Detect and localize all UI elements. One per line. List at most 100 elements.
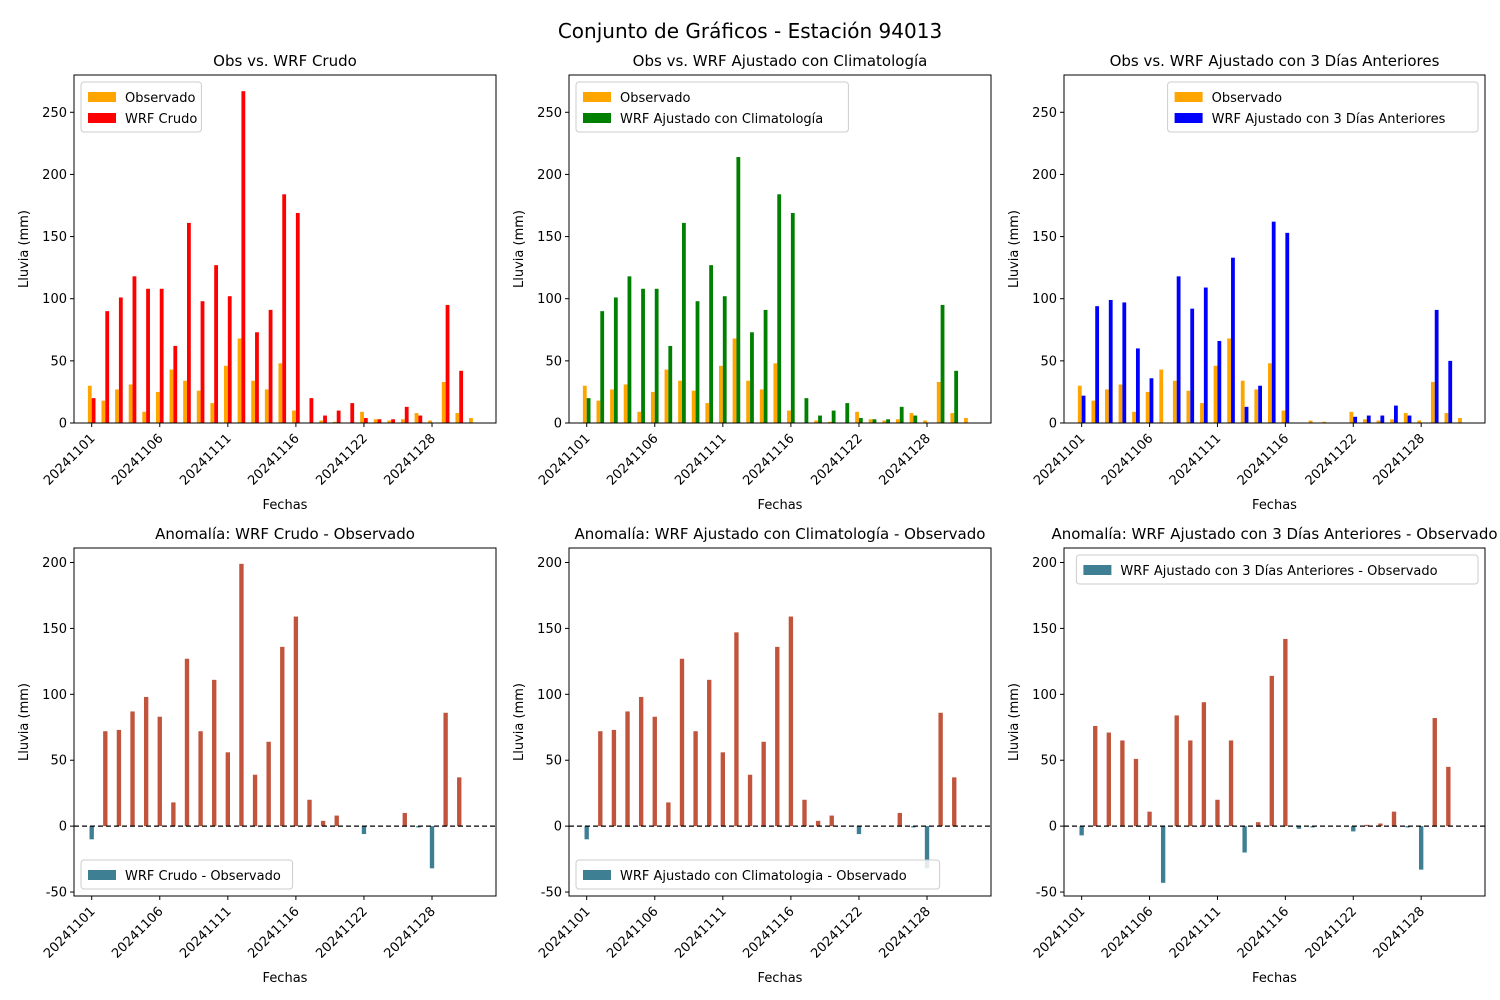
anomaly-bar-15 <box>775 646 780 827</box>
bar-wrf-28 <box>1448 360 1453 423</box>
x-tick-label: 20241116 <box>245 431 302 488</box>
y-tick-label: 0 <box>1049 417 1057 432</box>
legend: WRF Ajustado con Climatologia - Observad… <box>575 859 941 890</box>
x-tick-label: 20241122 <box>313 431 370 488</box>
y-tick-label: -50 <box>46 886 67 901</box>
anomaly-bar-11 <box>720 752 726 827</box>
y-axis-label: Lluvia (mm) <box>512 210 527 288</box>
anomaly-bar-8 <box>679 658 685 827</box>
anomaly-bar-18 <box>1310 826 1315 828</box>
y-tick-label: 50 <box>50 354 67 369</box>
bar-wrf-13 <box>1244 406 1249 423</box>
y-tick-label: 50 <box>1040 754 1057 769</box>
x-tick-label: 20241101 <box>41 431 98 488</box>
bar-wrf-10 <box>1203 287 1208 423</box>
legend-label: WRF Ajustado con Climatologia - Observad… <box>620 869 907 884</box>
bar-wrf-24 <box>1394 405 1398 423</box>
legend-box <box>575 81 849 133</box>
y-tick-label: 150 <box>537 230 562 245</box>
anomaly-bar-24 <box>1391 811 1397 827</box>
x-tick-label: 20241111 <box>1167 431 1224 488</box>
bar-wrf-2 <box>105 311 110 423</box>
y-tick-label: 100 <box>42 688 67 703</box>
bar-observado-16 <box>787 410 791 423</box>
y-tick-label: 200 <box>42 168 67 183</box>
x-tick-label: 20241122 <box>808 904 865 961</box>
bar-observado-24 <box>1390 419 1395 423</box>
anomaly-bar-11 <box>225 752 231 827</box>
x-tick-label: 20241106 <box>604 431 661 488</box>
anomaly-bar-4 <box>625 711 630 827</box>
anomaly-bar-15 <box>1269 675 1274 827</box>
legend-swatch <box>1174 92 1203 102</box>
y-tick-label: 50 <box>545 354 562 369</box>
legend-swatch <box>88 92 116 102</box>
y-tick-label: -50 <box>541 886 562 901</box>
bar-observado-13 <box>1240 380 1245 423</box>
bar-observado-25 <box>1403 413 1408 423</box>
bar-observado-26 <box>428 420 433 423</box>
y-tick-label: 100 <box>1032 688 1057 703</box>
bar-observado-22 <box>373 419 378 423</box>
bar-observado-16 <box>1281 410 1286 423</box>
y-axis-label: Lluvia (mm) <box>17 210 32 288</box>
anomaly-bar-6 <box>652 716 657 827</box>
anomaly-bar-1 <box>89 826 94 840</box>
y-tick-label: 200 <box>537 556 562 571</box>
x-axis-label: Fechas <box>263 971 308 986</box>
legend-label: WRF Ajustado con 3 Días Anteriores <box>1212 112 1446 127</box>
bar-observado-3 <box>610 389 614 423</box>
bars-group <box>582 157 968 423</box>
legend-swatch <box>583 92 611 102</box>
y-tick-label: 200 <box>537 168 562 183</box>
bar-wrf-18 <box>818 415 822 423</box>
bar-observado-6 <box>1145 391 1150 423</box>
anomaly-bar-23 <box>1378 823 1383 827</box>
chart-panel-2: Obs vs. WRF Ajustado con Climatología 0 50… <box>512 52 992 513</box>
bar-wrf-11 <box>227 296 232 423</box>
bar-wrf-6 <box>654 288 659 423</box>
anomaly-bar-12 <box>239 563 244 827</box>
bar-wrf-15 <box>777 194 782 423</box>
axes-frame <box>73 547 497 897</box>
x-axis-label: Fechas <box>263 498 308 513</box>
bar-wrf-12 <box>736 157 741 423</box>
bar-wrf-10 <box>214 265 219 423</box>
anomaly-bar-9 <box>693 731 698 827</box>
x-tick-label: 20241116 <box>1235 431 1292 488</box>
x-tick-label: 20241122 <box>1303 904 1360 961</box>
bar-wrf-24 <box>404 406 409 423</box>
bar-observado-11 <box>1213 365 1218 423</box>
bar-observado-28 <box>950 413 955 423</box>
bar-observado-22 <box>868 419 873 423</box>
bar-wrf-14 <box>1258 385 1263 423</box>
y-axis-label: Lluvia (mm) <box>17 683 32 761</box>
bar-observado-15 <box>278 363 283 423</box>
anomaly-bar-13 <box>1242 826 1247 853</box>
anomaly-bar-25 <box>911 826 916 828</box>
bar-wrf-8 <box>186 222 191 423</box>
x-tick-label: 20241122 <box>1303 431 1360 488</box>
bar-observado-13 <box>746 380 751 423</box>
bar-wrf-2 <box>1095 306 1100 423</box>
y-tick-label: 0 <box>1049 820 1057 835</box>
bar-wrf-4 <box>132 276 137 423</box>
anomaly-bar-22 <box>1364 824 1370 827</box>
x-tick-label: 20241101 <box>536 904 593 961</box>
y-axis-label: Lluvia (mm) <box>1007 683 1022 761</box>
bar-observado-5 <box>1132 411 1136 423</box>
panel-title: Obs vs. WRF Crudo <box>213 52 357 70</box>
y-tick-label: 200 <box>1032 168 1057 183</box>
bar-wrf-2 <box>600 311 605 423</box>
chart-panel-6: Anomalía: WRF Ajustado con 3 Días Anteri… <box>1007 525 1498 986</box>
axes-frame <box>1063 547 1486 897</box>
bar-observado-5 <box>142 411 147 423</box>
anomaly-bar-15 <box>280 646 285 827</box>
bar-observado-9 <box>691 390 696 423</box>
x-axis-label: Fechas <box>758 498 803 513</box>
bar-wrf-21 <box>1353 416 1358 423</box>
panel-title: Anomalía: WRF Ajustado con 3 Días Anteri… <box>1051 525 1497 543</box>
anomaly-bar-10 <box>707 679 712 827</box>
y-tick-label: 250 <box>1032 106 1057 121</box>
bar-wrf-5 <box>641 288 645 423</box>
